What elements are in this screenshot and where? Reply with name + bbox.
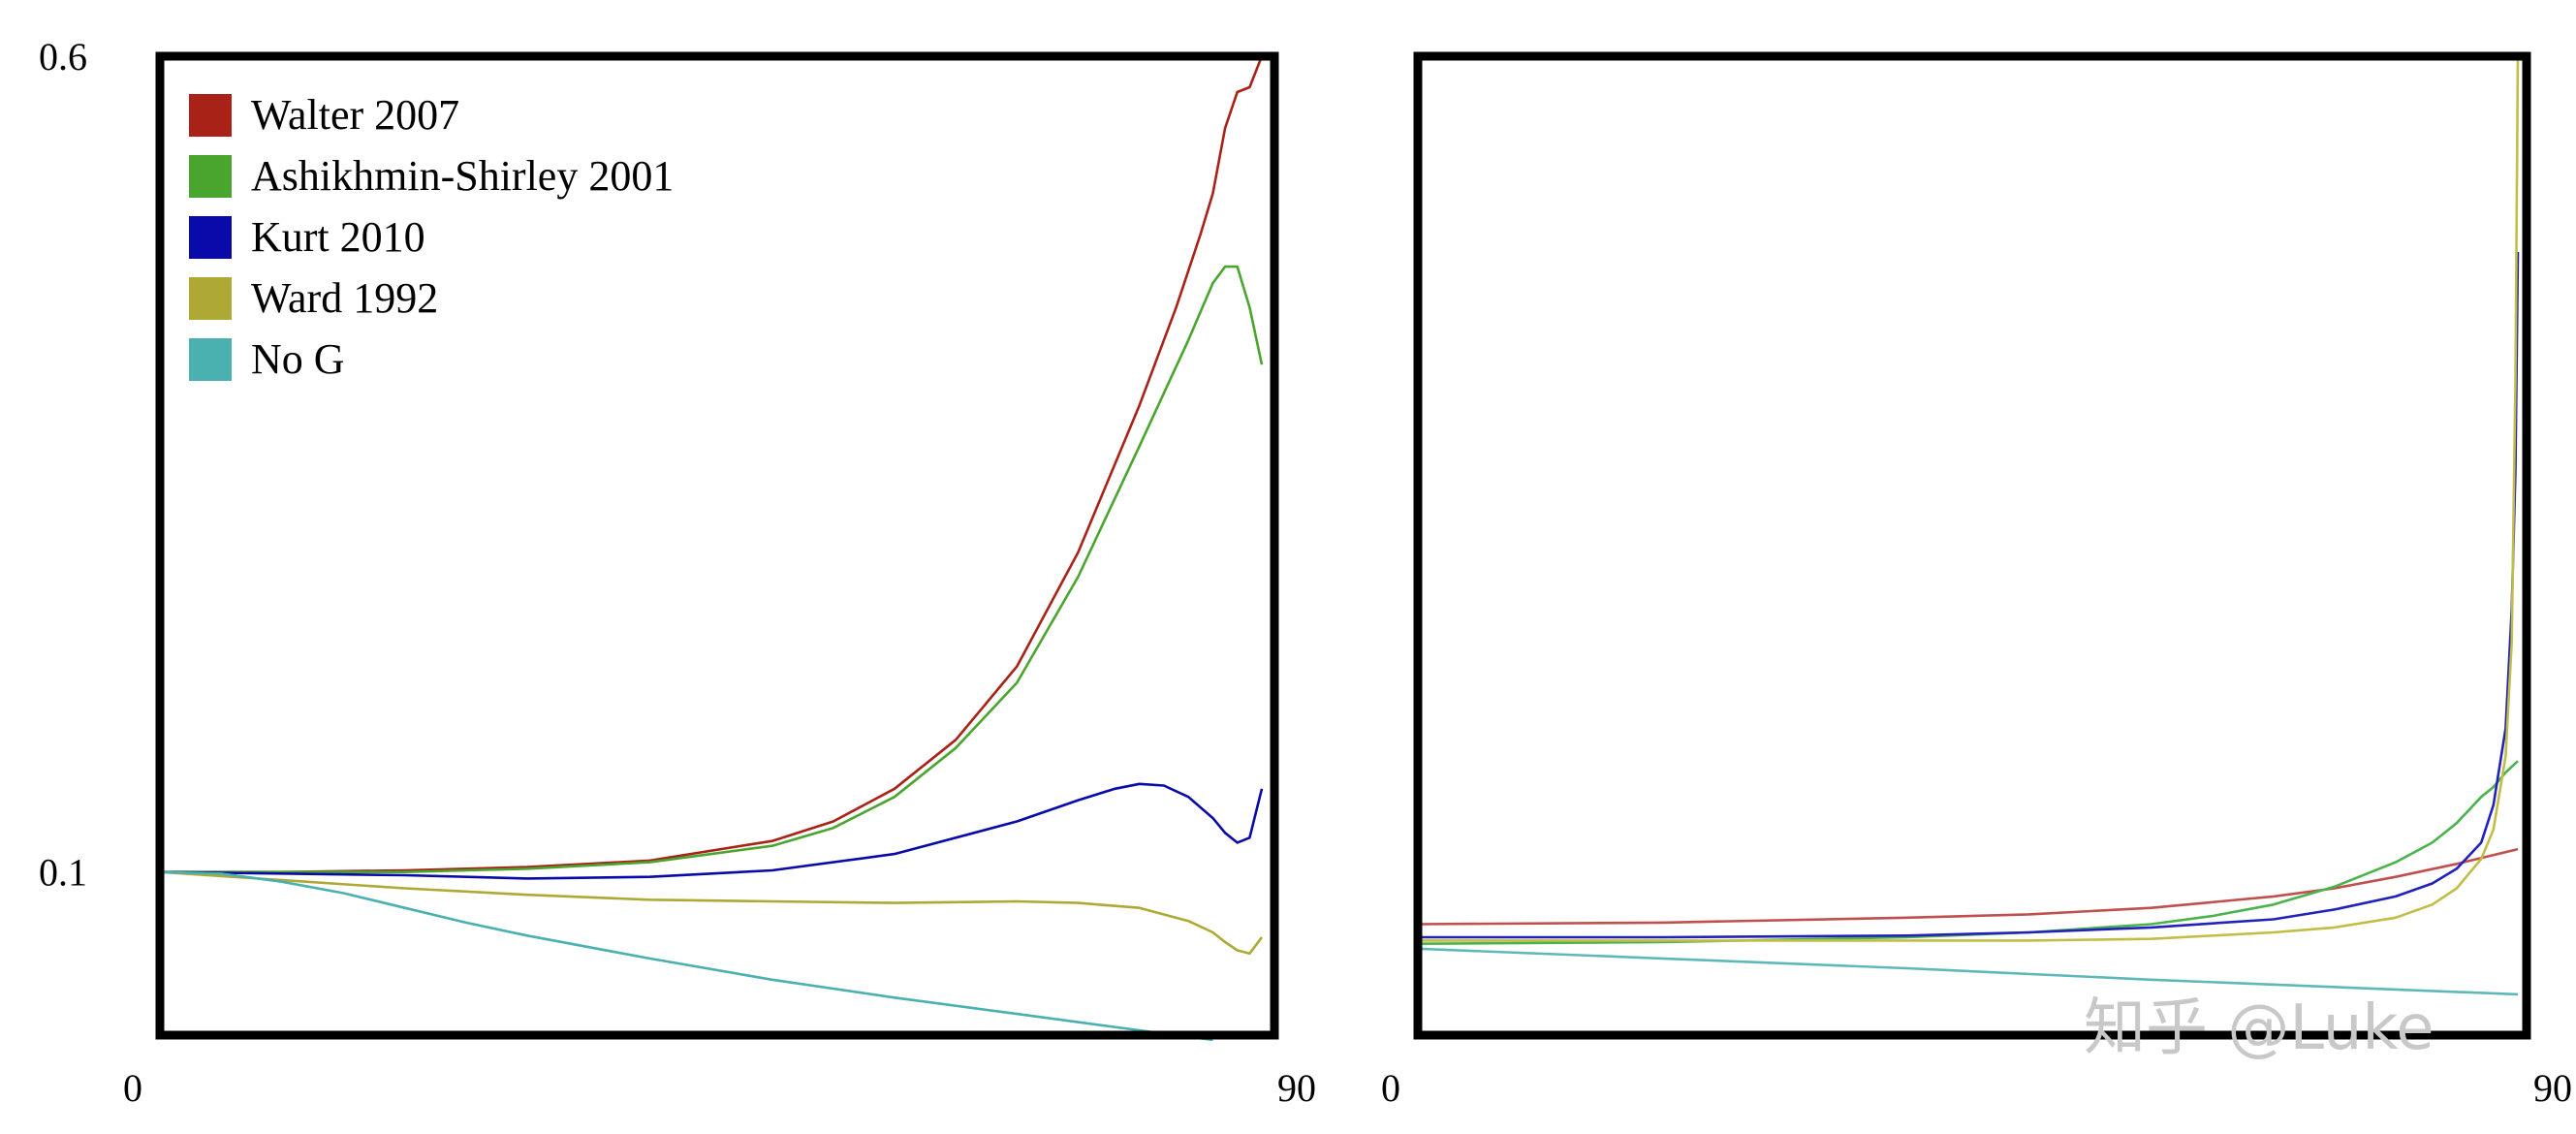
watermark: 知乎 @Luke: [2084, 992, 2435, 1064]
right-x-tick-label: 90: [2533, 1066, 2572, 1110]
left-chart: 0 90 0.6 0.1 Walter 2007 Ashikhmin-Shirley 2…: [39, 35, 1316, 1110]
legend-label: Ward 1992: [251, 274, 438, 322]
left-series-line-3: [159, 870, 1264, 956]
left-series-line-2: [159, 782, 1264, 880]
left-series-line-0: [160, 55, 1264, 873]
left-y-tick-label: 0.6: [39, 35, 87, 79]
left-series-line-1: [160, 265, 1264, 873]
legend-swatch: [189, 338, 232, 381]
left-y-tick-label: 0.1: [39, 851, 87, 895]
left-x-tick-label: 0: [123, 1066, 142, 1110]
legend-label: Walter 2007: [251, 91, 459, 139]
left-plot-frame: [155, 51, 1279, 1040]
right-series-line-3: [1418, 55, 2520, 942]
legend-label: Ashikhmin-Shirley 2001: [251, 152, 674, 200]
right-series-line-2: [1418, 251, 2520, 939]
right-series-line-4: [1417, 947, 2519, 996]
legend-swatch: [189, 94, 232, 137]
legend: Walter 2007 Ashikhmin-Shirley 2001 Kurt 20…: [189, 91, 674, 383]
left-series-line-4: [159, 870, 1213, 1042]
right-series-line-0: [1417, 847, 2519, 926]
left-chart-ticks: 0 90 0.6 0.1: [39, 35, 1316, 1110]
left-x-tick-label: 90: [1277, 1066, 1316, 1110]
legend-label: No G: [251, 335, 345, 383]
right-x-tick-label: 0: [1381, 1066, 1400, 1110]
right-chart-ticks: 0 90: [1381, 1066, 2572, 1110]
right-chart: 0 90: [1381, 51, 2572, 1110]
left-chart-lines: [159, 55, 1264, 1042]
legend-swatch: [189, 277, 232, 320]
legend-label: Kurt 2010: [251, 213, 425, 261]
right-plot-frame: [1413, 51, 2531, 1040]
legend-swatch: [189, 216, 232, 259]
right-chart-lines: [1417, 55, 2520, 996]
legend-swatch: [189, 155, 232, 198]
